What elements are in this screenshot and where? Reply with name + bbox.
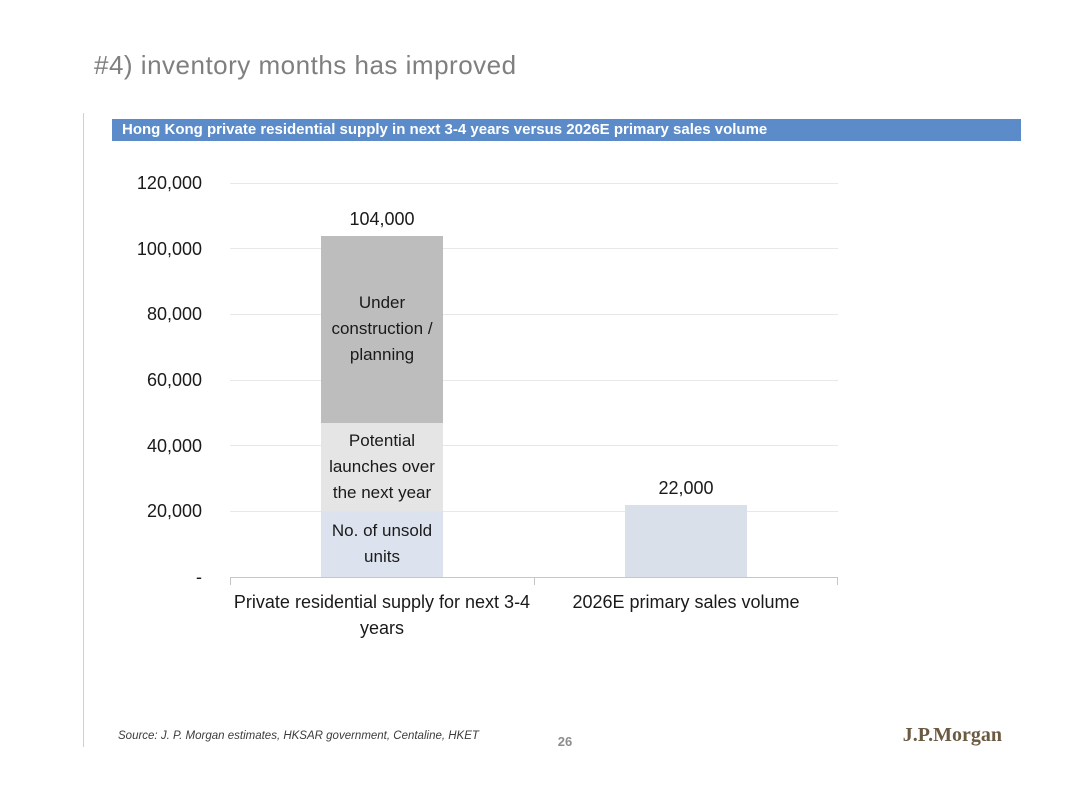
y-tick-label: 120,000 — [136, 173, 202, 193]
segment-label: Potential launches over the next year — [329, 431, 435, 503]
x-axis-tick — [230, 577, 231, 585]
category-label: Private residential supply for next 3-4 … — [233, 592, 531, 638]
gridline — [230, 379, 838, 381]
y-tick-label: 100,000 — [136, 238, 202, 259]
source-note: Source: J. P. Morgan estimates, HKSAR go… — [118, 730, 479, 742]
value-label: 22,000 — [658, 477, 714, 498]
plot-area: No. of unsold units Potential launches ov… — [230, 182, 838, 585]
jpmorgan-logo: J.P.Morgan — [902, 724, 1002, 746]
x-axis-tick — [837, 577, 838, 585]
x-axis: Private residential supply for next 3-4 … — [230, 589, 838, 649]
page-title: #4) inventory months has improved — [94, 50, 517, 80]
gridline — [230, 248, 838, 250]
y-tick-label: 80,000 — [146, 304, 202, 325]
gridline — [230, 445, 838, 447]
gridline — [230, 510, 838, 512]
category-label: 2026E primary sales volume — [572, 592, 800, 612]
segment-label: Under construction / planning — [331, 293, 433, 365]
gridline — [230, 313, 838, 315]
gridline — [230, 182, 838, 184]
bar-segment: No. of unsold units — [321, 511, 443, 577]
bar-segment: Under construction / planning — [321, 235, 443, 423]
page-number: 26 — [557, 734, 573, 749]
value-label: 104,000 — [349, 208, 415, 229]
x-axis-tick — [534, 577, 535, 585]
segment-label: No. of unsold units — [331, 521, 433, 567]
chart-title-banner: Hong Kong private residential supply in … — [112, 119, 1021, 141]
bar-segment — [625, 504, 747, 577]
bar-segment: Potential launches over the next year — [321, 422, 443, 512]
y-tick-label: 20,000 — [146, 501, 202, 522]
y-tick-label: - — [196, 567, 202, 587]
y-axis: 120,000 100,000 80,000 60,000 40,000 20,000 - — [90, 173, 202, 587]
y-tick-label: 60,000 — [146, 370, 202, 390]
y-tick-label: 40,000 — [146, 435, 202, 456]
left-accent-line — [83, 113, 84, 747]
